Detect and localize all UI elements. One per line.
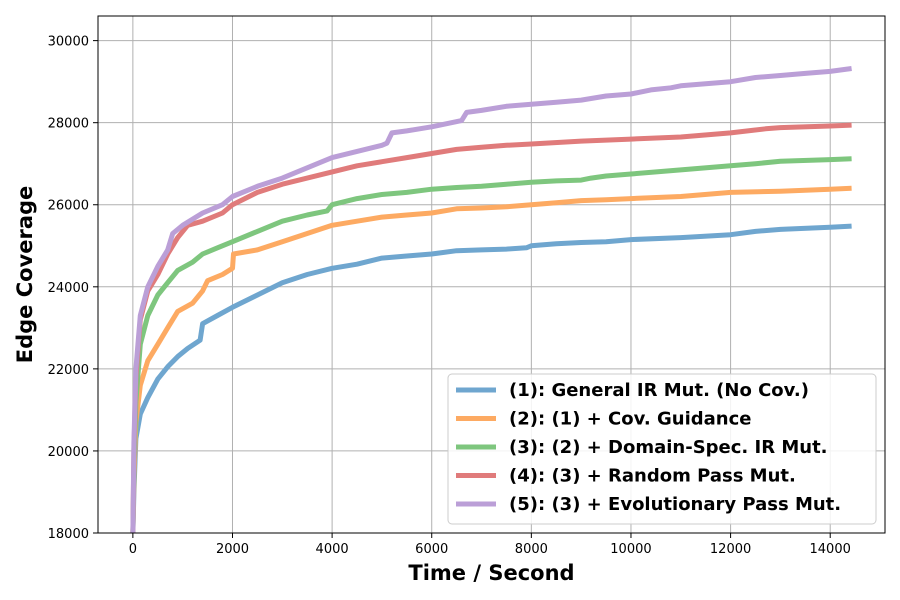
y-tick-label: 30000 bbox=[48, 35, 89, 50]
legend-entry-1: (1): General IR Mut. (No Cov.) bbox=[509, 380, 809, 401]
x-tick-label: 2000 bbox=[216, 542, 249, 557]
legend-entry-4: (4): (3) + Random Pass Mut. bbox=[509, 466, 796, 487]
y-tick-label: 22000 bbox=[48, 363, 89, 378]
y-tick-label: 28000 bbox=[48, 117, 89, 132]
x-tick-label: 0 bbox=[129, 542, 137, 557]
legend-entry-2: (2): (1) + Cov. Guidance bbox=[509, 409, 751, 430]
legend-entry-3: (3): (2) + Domain-Spec. IR Mut. bbox=[509, 437, 828, 458]
x-axis-ticks: 0 2000 4000 6000 8000 10000 12000 14000 bbox=[129, 533, 851, 557]
plot-frame bbox=[97, 15, 886, 534]
series-line-2 bbox=[130, 185, 852, 534]
y-axis-label: Edge Coverage bbox=[13, 186, 37, 364]
y-tick-label: 18000 bbox=[48, 527, 89, 542]
y-tick-label: 20000 bbox=[48, 445, 89, 460]
legend: (1): General IR Mut. (No Cov.) (2): (1) +… bbox=[447, 373, 877, 525]
x-tick-label: 12000 bbox=[710, 542, 751, 557]
legend-entry-5: (5): (3) + Evolutionary Pass Mut. bbox=[509, 494, 841, 515]
series-line-4 bbox=[130, 122, 852, 534]
x-tick-label: 6000 bbox=[415, 542, 448, 557]
y-tick-label: 26000 bbox=[48, 199, 89, 214]
series-line-5 bbox=[130, 66, 852, 534]
y-axis-ticks: 18000 20000 22000 24000 26000 28000 30000 bbox=[48, 35, 98, 542]
x-tick-label: 8000 bbox=[515, 542, 548, 557]
series-lines bbox=[130, 66, 852, 534]
x-tick-label: 14000 bbox=[810, 542, 851, 557]
series-line-3 bbox=[130, 156, 852, 534]
x-axis-label: Time / Second bbox=[408, 561, 574, 585]
legend-box bbox=[447, 373, 877, 525]
x-tick-label: 10000 bbox=[610, 542, 651, 557]
series-line-1 bbox=[130, 223, 852, 534]
grid bbox=[98, 16, 885, 534]
y-tick-label: 24000 bbox=[48, 281, 89, 296]
x-tick-label: 4000 bbox=[316, 542, 349, 557]
